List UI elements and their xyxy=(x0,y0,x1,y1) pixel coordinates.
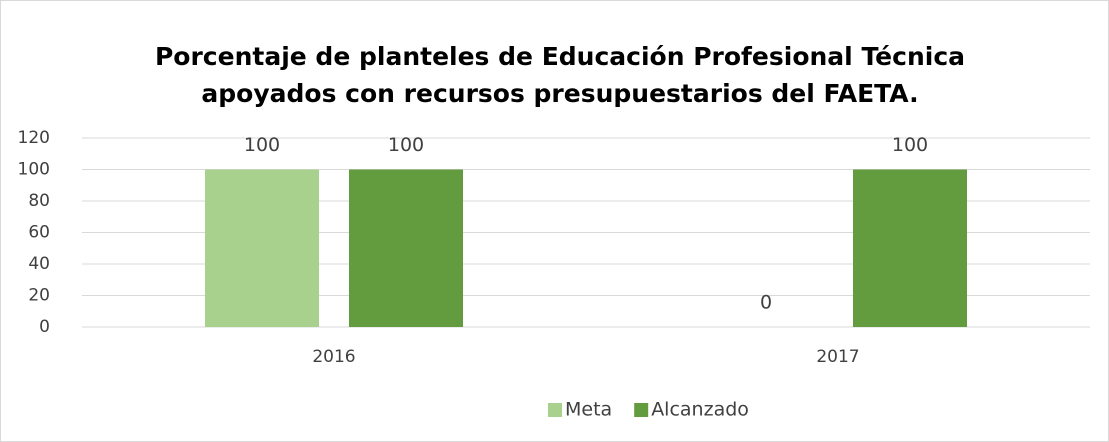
chart-title: apoyados con recursos presupuestarios de… xyxy=(201,79,918,108)
legend-label: Meta xyxy=(565,399,612,421)
x-tick-label: 2016 xyxy=(312,347,355,367)
chart-title: Porcentaje de planteles de Educación Pro… xyxy=(155,42,965,71)
bar xyxy=(349,169,463,327)
y-tick-label: 20 xyxy=(28,286,50,306)
y-tick-label: 0 xyxy=(39,317,50,337)
y-tick-label: 100 xyxy=(18,160,50,180)
legend-swatch xyxy=(548,403,562,417)
bar xyxy=(205,169,319,327)
x-tick-label: 2017 xyxy=(816,347,859,367)
y-tick-label: 120 xyxy=(18,128,50,148)
y-tick-label: 60 xyxy=(28,223,50,243)
legend-swatch xyxy=(634,403,649,417)
data-label: 100 xyxy=(388,134,424,156)
data-label: 100 xyxy=(892,134,928,156)
bar xyxy=(853,169,967,327)
data-label: 0 xyxy=(760,292,772,314)
data-label: 100 xyxy=(244,134,280,156)
y-tick-label: 80 xyxy=(28,191,50,211)
legend-label: Alcanzado xyxy=(651,399,749,421)
y-tick-label: 40 xyxy=(28,254,50,274)
